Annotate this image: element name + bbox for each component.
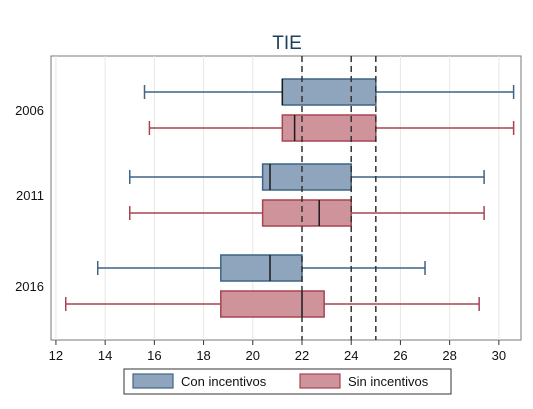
x-tick-label: 14 <box>98 348 112 363</box>
x-tick-label: 20 <box>246 348 260 363</box>
legend-label: Con incentivos <box>181 374 267 389</box>
iqr-box <box>261 199 352 227</box>
y-tick-label: 2016 <box>15 279 44 294</box>
box-sin-incentivos-2006 <box>148 114 515 142</box>
iqr-box <box>281 78 377 106</box>
legend-swatch <box>299 373 341 389</box>
box-con-incentivos-2011 <box>128 163 485 191</box>
x-tick-label: 30 <box>492 348 506 363</box>
reference-lines <box>301 56 377 340</box>
box-sin-incentivos-2011 <box>128 199 485 227</box>
iqr-box <box>220 254 303 282</box>
y-tick-label: 2006 <box>15 103 44 118</box>
box-series <box>65 78 515 318</box>
x-tick-label: 28 <box>442 348 456 363</box>
box-sin-incentivos-2016 <box>65 290 480 318</box>
legend: Con incentivos Sin incentivos <box>123 368 452 395</box>
x-tick-label: 12 <box>49 348 63 363</box>
x-axis: 12 14 16 18 20 22 24 26 28 30 <box>49 340 506 363</box>
x-tick-label: 24 <box>344 348 358 363</box>
x-tick-label: 18 <box>196 348 210 363</box>
y-tick-label: 2011 <box>16 188 44 203</box>
legend-swatch <box>132 373 174 389</box>
iqr-box <box>281 114 377 142</box>
x-tick-label: 16 <box>147 348 161 363</box>
box-con-incentivos-2016 <box>97 254 426 282</box>
y-axis-labels: 2006 2011 2016 <box>15 103 44 294</box>
legend-frame <box>123 368 452 395</box>
chart-title: TIE <box>272 33 302 54</box>
legend-label: Sin incentivos <box>348 374 429 389</box>
x-tick-label: 26 <box>393 348 407 363</box>
iqr-box <box>220 290 325 318</box>
x-tick-label: 22 <box>295 348 309 363</box>
iqr-box <box>261 163 352 191</box>
